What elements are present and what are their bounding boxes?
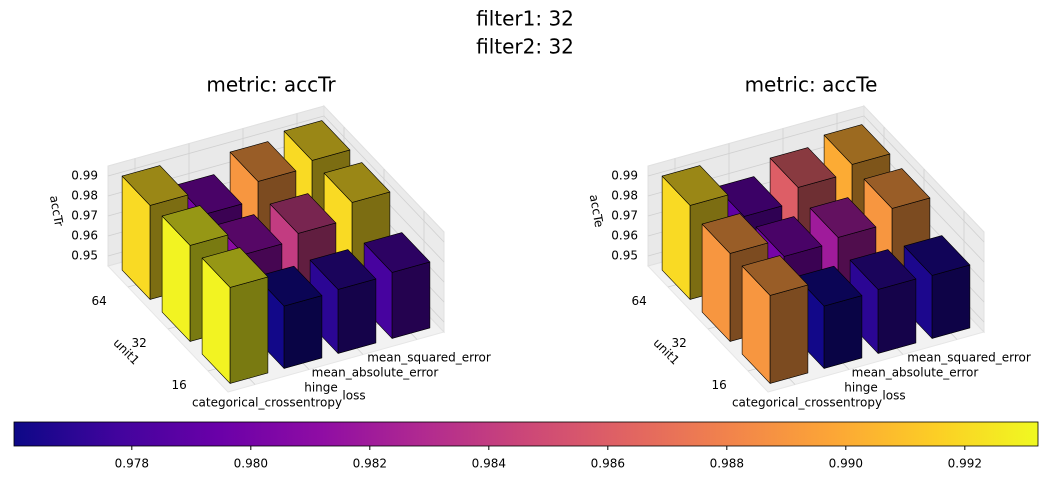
colorbar-tick-label: 0.984 (472, 457, 506, 471)
z-tick-label: 0.99 (611, 169, 638, 183)
z-axis-label: accTe (587, 193, 607, 228)
y-tick-label: 32 (672, 336, 687, 350)
bar-top (809, 197, 877, 238)
y-tick-label: 32 (132, 336, 147, 350)
colorbar-tick-label: 0.978 (115, 457, 149, 471)
x-tick-label: mean_squared_error (367, 351, 491, 365)
x-tick-label: categorical_crossentropy (732, 396, 882, 410)
bar-top (363, 232, 431, 273)
bar-top (903, 235, 971, 276)
colorbar-tick-label: 0.988 (710, 457, 744, 471)
y-tick-label: 16 (172, 378, 187, 392)
grid-line (647, 115, 985, 243)
bar-top (755, 216, 823, 257)
y-tick-label: 64 (92, 294, 107, 308)
z-tick-label: 0.95 (71, 249, 98, 263)
x-tick-label: mean_absolute_error (312, 366, 439, 380)
bar-front (823, 295, 863, 369)
z-tick-label: 0.98 (71, 189, 98, 203)
x-tick-label: mean_squared_error (907, 351, 1031, 365)
bar-front (283, 295, 323, 369)
x-tick-label: mean_absolute_error (852, 366, 979, 380)
x-axis-label: loss (882, 388, 905, 402)
colorbar-tick-label: 0.982 (353, 457, 387, 471)
bar-top (823, 124, 891, 165)
bar-front (769, 284, 809, 384)
z-tick-label: 0.97 (71, 209, 98, 223)
colorbar-tick-label: 0.986 (591, 457, 625, 471)
suptitle: filter2: 32 (476, 35, 574, 59)
bar-top (323, 162, 391, 203)
bar-top (741, 255, 809, 296)
grid-line (107, 115, 445, 243)
z-tick-label: 0.99 (71, 169, 98, 183)
bar-front (337, 278, 377, 354)
bar-top (201, 247, 269, 288)
z-tick-label: 0.97 (611, 209, 638, 223)
colorbar-tick-label: 0.990 (829, 457, 863, 471)
bar-front (877, 278, 917, 354)
x-axis-label: loss (342, 388, 365, 402)
y-tick-label: 64 (632, 294, 647, 308)
y-tick-label: 16 (712, 378, 727, 392)
bar-top (229, 141, 297, 182)
bar-top (269, 193, 337, 234)
z-tick-label: 0.98 (611, 189, 638, 203)
z-axis-label: accTr (47, 194, 66, 227)
z-tick-label: 0.96 (71, 229, 98, 243)
bar-top (863, 168, 931, 209)
bar-top (769, 147, 837, 188)
colorbar-tick-label: 0.992 (948, 457, 982, 471)
x-tick-label: hinge (844, 381, 878, 395)
colorbar-tick-label: 0.980 (234, 457, 268, 471)
x-tick-label: categorical_crossentropy (192, 396, 342, 410)
bar-top (121, 165, 189, 206)
bar-front (931, 264, 971, 339)
bar-top (849, 249, 917, 290)
bar-front (391, 261, 431, 339)
colorbar (13, 421, 1039, 447)
suptitle: filter1: 32 (476, 7, 574, 31)
subplot-title: metric: accTe (745, 73, 878, 97)
bar-top (701, 213, 769, 254)
z-tick-label: 0.96 (611, 229, 638, 243)
bar-front (229, 276, 269, 384)
bar-top (661, 165, 729, 206)
subplot-title: metric: accTr (206, 73, 336, 97)
z-tick-label: 0.95 (611, 249, 638, 263)
bar-top (161, 205, 229, 246)
x-tick-label: hinge (304, 381, 338, 395)
bar-top (309, 249, 377, 290)
bar-top (283, 120, 351, 161)
